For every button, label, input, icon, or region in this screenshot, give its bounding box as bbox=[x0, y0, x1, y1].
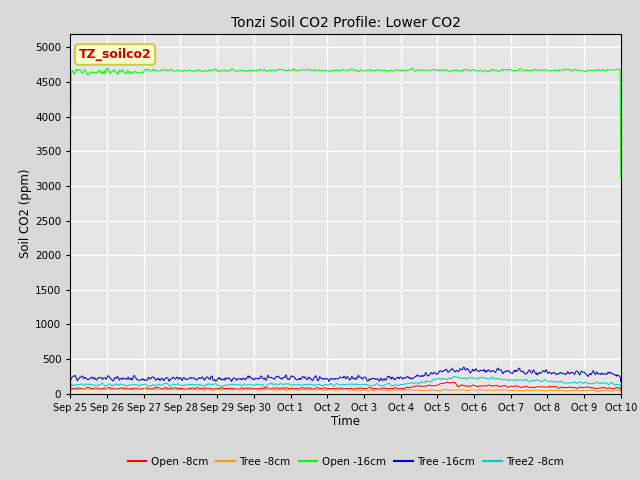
Line: Tree -16cm: Tree -16cm bbox=[70, 367, 621, 384]
Tree -8cm bbox=[100, 387, 108, 393]
Tree2 -8cm bbox=[484, 376, 492, 382]
Tree -8cm bbox=[418, 387, 426, 393]
Tree -16cm bbox=[417, 373, 425, 379]
Tree2 -8cm bbox=[401, 381, 408, 386]
Text: TZ_soilco2: TZ_soilco2 bbox=[79, 48, 152, 61]
Title: Tonzi Soil CO2 Profile: Lower CO2: Tonzi Soil CO2 Profile: Lower CO2 bbox=[230, 16, 461, 30]
Open -16cm bbox=[387, 67, 395, 73]
Y-axis label: Soil CO2 (ppm): Soil CO2 (ppm) bbox=[19, 169, 33, 258]
Line: Tree2 -8cm: Tree2 -8cm bbox=[70, 376, 621, 389]
Tree -16cm bbox=[100, 375, 108, 381]
Tree -16cm bbox=[617, 379, 625, 385]
Tree -16cm bbox=[401, 374, 408, 380]
Tree -16cm bbox=[460, 364, 468, 370]
Tree -8cm bbox=[484, 387, 492, 393]
Open -16cm bbox=[617, 174, 625, 180]
Open -8cm bbox=[401, 385, 408, 391]
Open -16cm bbox=[418, 67, 426, 73]
Open -8cm bbox=[541, 384, 549, 390]
Tree2 -8cm bbox=[417, 378, 425, 384]
Tree2 -8cm bbox=[67, 386, 74, 392]
Tree -8cm bbox=[401, 387, 409, 393]
Legend: Open -8cm, Tree -8cm, Open -16cm, Tree -16cm, Tree2 -8cm: Open -8cm, Tree -8cm, Open -16cm, Tree -… bbox=[124, 453, 568, 471]
Open -16cm bbox=[67, 177, 74, 182]
Line: Tree -8cm: Tree -8cm bbox=[70, 388, 621, 392]
Line: Open -8cm: Open -8cm bbox=[70, 382, 621, 391]
Tree -8cm bbox=[541, 388, 549, 394]
Tree -8cm bbox=[595, 389, 603, 395]
Tree -8cm bbox=[141, 385, 149, 391]
Tree2 -8cm bbox=[100, 382, 108, 388]
Open -8cm bbox=[444, 379, 451, 385]
Tree -8cm bbox=[387, 387, 395, 393]
X-axis label: Time: Time bbox=[331, 415, 360, 429]
Tree2 -8cm bbox=[617, 384, 625, 390]
Open -8cm bbox=[417, 383, 425, 389]
Tree -16cm bbox=[386, 375, 394, 381]
Tree2 -8cm bbox=[541, 377, 549, 383]
Open -16cm bbox=[541, 67, 549, 73]
Open -16cm bbox=[401, 68, 409, 74]
Open -16cm bbox=[484, 69, 492, 75]
Open -8cm bbox=[386, 385, 394, 391]
Tree -16cm bbox=[484, 367, 492, 373]
Open -8cm bbox=[67, 388, 74, 394]
Tree -16cm bbox=[67, 381, 74, 386]
Tree -8cm bbox=[67, 388, 74, 394]
Tree2 -8cm bbox=[452, 373, 460, 379]
Open -16cm bbox=[104, 65, 111, 71]
Tree -8cm bbox=[617, 389, 625, 395]
Tree2 -8cm bbox=[386, 382, 394, 387]
Line: Open -16cm: Open -16cm bbox=[70, 68, 621, 180]
Open -8cm bbox=[617, 387, 625, 393]
Tree -16cm bbox=[541, 369, 549, 375]
Open -8cm bbox=[484, 383, 492, 388]
Open -8cm bbox=[100, 385, 108, 391]
Open -16cm bbox=[100, 71, 108, 77]
